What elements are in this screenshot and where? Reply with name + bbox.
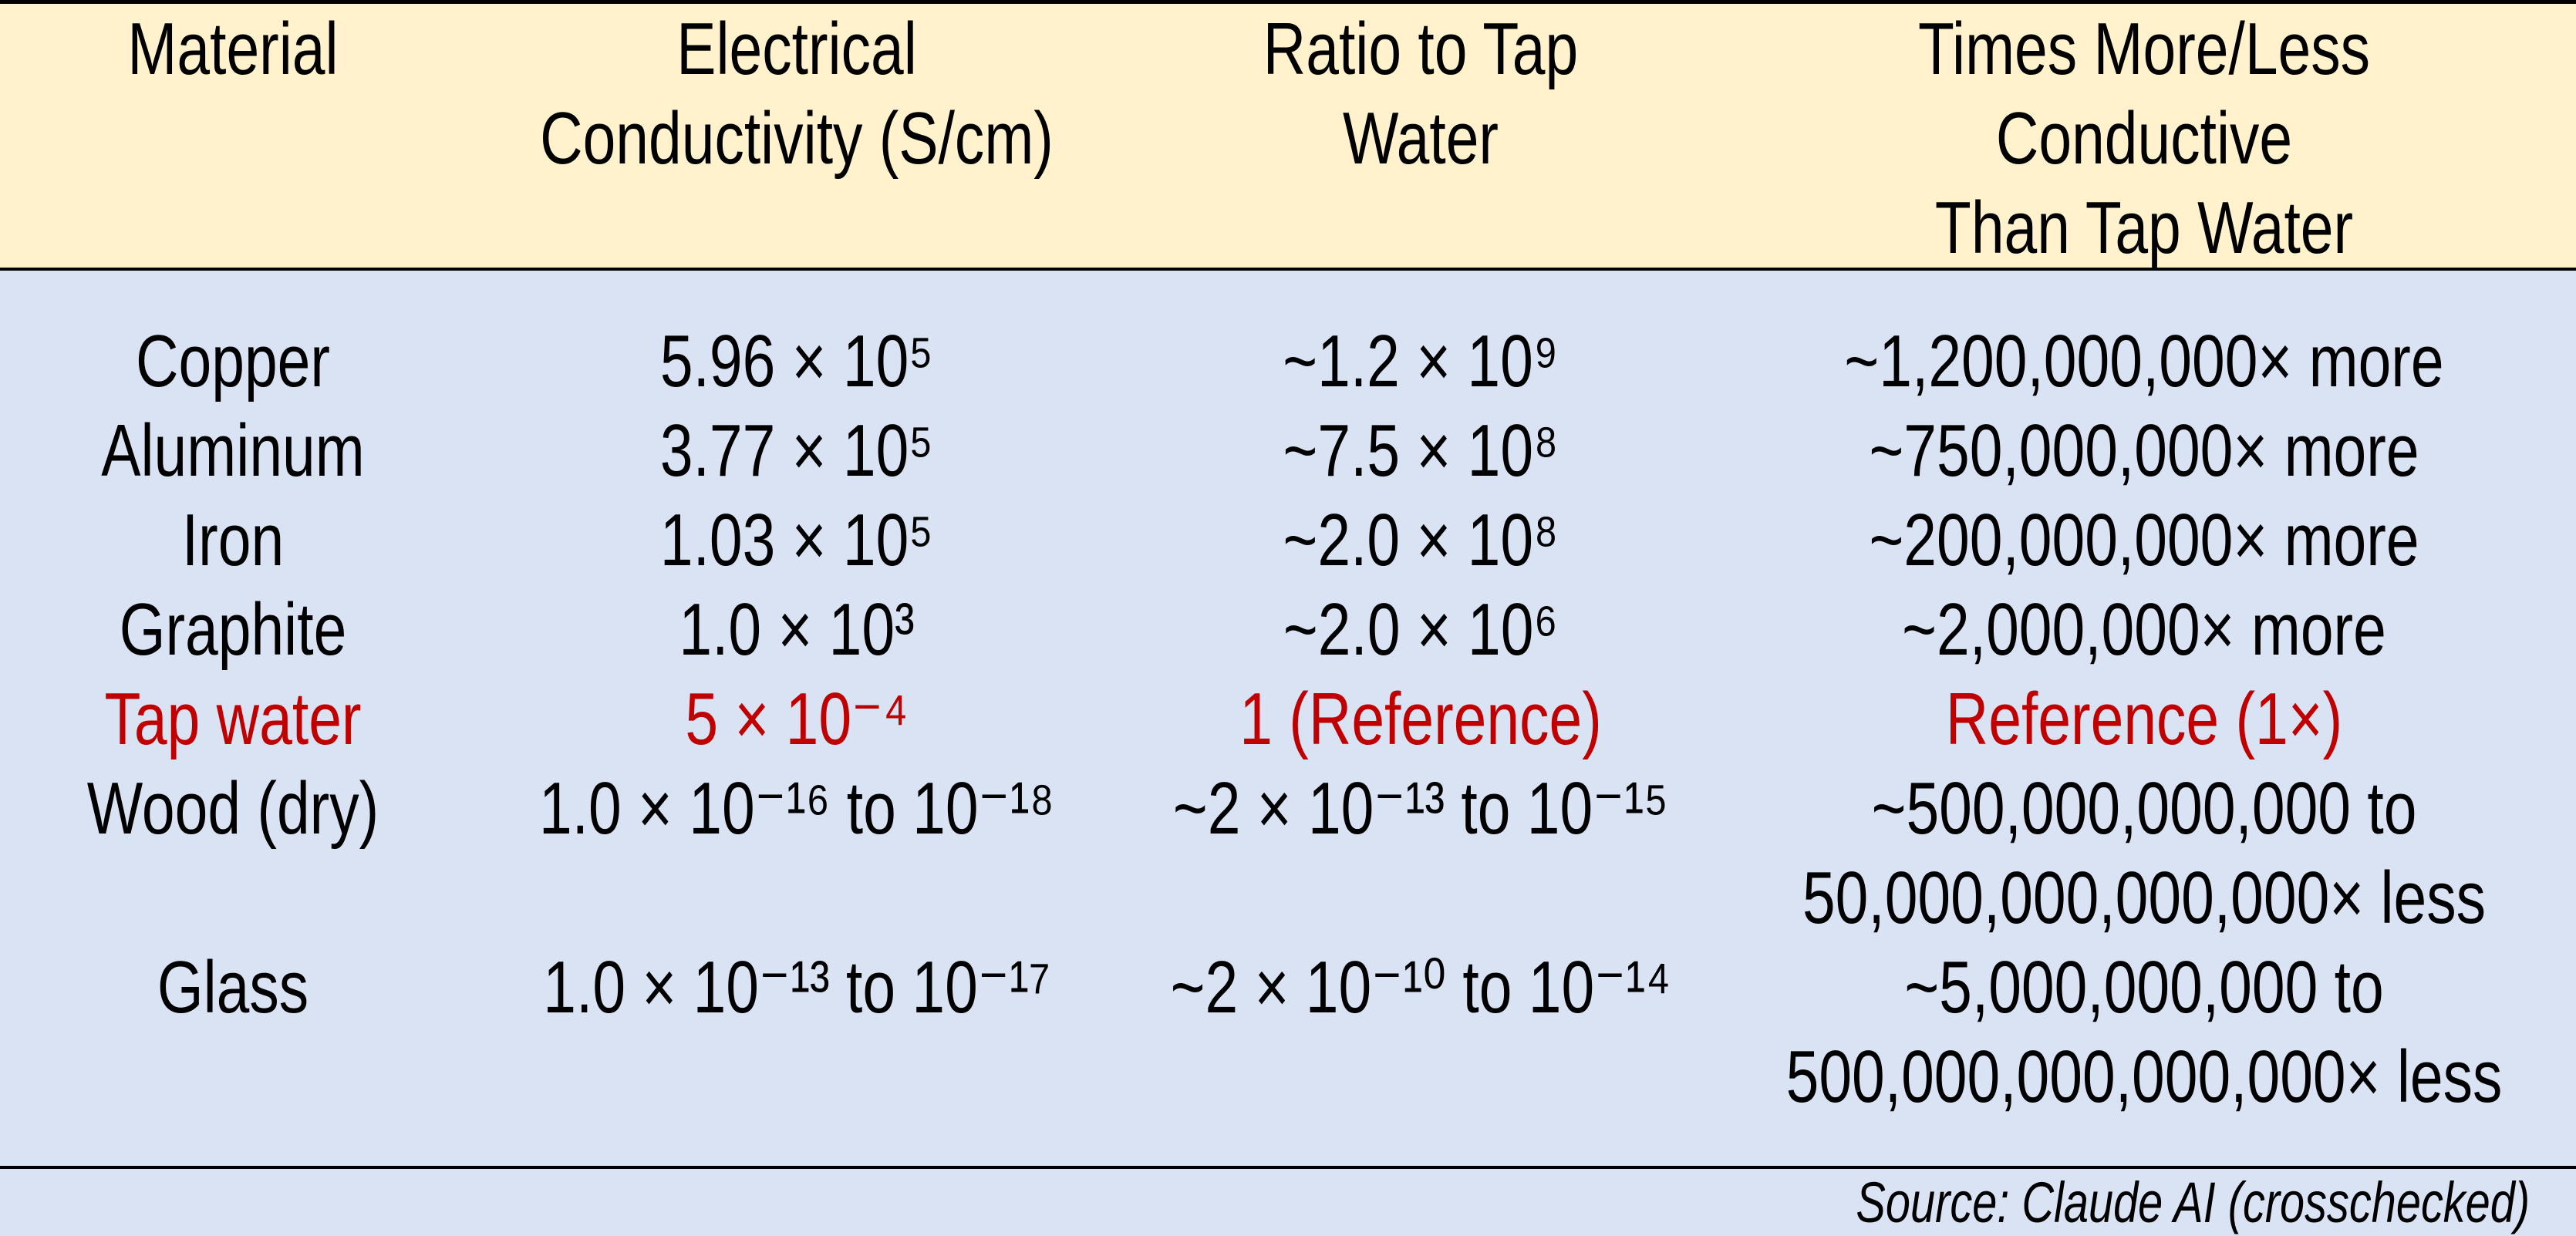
table-cell: Wood (dry): [86, 767, 379, 850]
table-cell: Reference (1×): [1945, 678, 2343, 760]
table-cell: Glass: [157, 946, 309, 1029]
footer-rule: [0, 1166, 2576, 1169]
table-cell: ~2,000,000× more: [1902, 588, 2386, 671]
table-cell: ~7.5 × 10⁸: [1283, 409, 1559, 492]
source-note: Source: Claude AI (crosschecked): [1856, 1170, 2530, 1234]
table-cell: 1.0 × 10⁻¹⁶ to 10⁻¹⁸: [538, 767, 1055, 850]
header-cell: Ratio to Tap Water: [1263, 8, 1579, 180]
header-cell: Times More/Less Conductive Than Tap Wate…: [1917, 8, 2371, 269]
table-cell: 3.77 × 10⁵: [659, 409, 934, 492]
table-cell: ~750,000,000× more: [1869, 409, 2419, 492]
top-rule: [0, 0, 2576, 4]
header-cell: Material: [127, 8, 339, 90]
table-cell: 1.03 × 10⁵: [659, 499, 934, 581]
table-cell: ~1.2 × 10⁹: [1283, 320, 1559, 402]
table-cell: ~500,000,000,000 to 50,000,000,000,000× …: [1802, 767, 2487, 939]
table-cell: 5.96 × 10⁵: [659, 320, 934, 402]
table-cell: ~2 × 10⁻¹³ to 10⁻¹⁵: [1172, 767, 1669, 850]
table-cell: ~1,200,000,000× more: [1844, 320, 2444, 402]
table-cell: ~2 × 10⁻¹⁰ to 10⁻¹⁴: [1170, 946, 1671, 1029]
table-cell: ~2.0 × 10⁶: [1283, 588, 1559, 671]
table-cell: ~2.0 × 10⁸: [1283, 499, 1559, 581]
table-cell: Iron: [181, 499, 285, 581]
table-cell: Graphite: [119, 588, 347, 671]
table-cell: 1 (Reference): [1239, 678, 1602, 760]
table-cell: ~200,000,000× more: [1869, 499, 2419, 581]
table-cell: 1.0 × 10³: [679, 588, 915, 671]
header-cell: Electrical Conductivity (S/cm): [540, 8, 1054, 180]
table-cell: Aluminum: [101, 409, 365, 492]
table-cell: 5 × 10⁻⁴: [685, 678, 909, 760]
table-cell: 1.0 × 10⁻¹³ to 10⁻¹⁷: [543, 946, 1050, 1029]
header-rule: [0, 268, 2576, 271]
table-cell: Tap water: [104, 678, 362, 760]
header-background: [0, 0, 2576, 269]
table-cell: ~5,000,000,000 to 500,000,000,000,000× l…: [1785, 946, 2503, 1118]
table-cell: Copper: [136, 320, 330, 402]
